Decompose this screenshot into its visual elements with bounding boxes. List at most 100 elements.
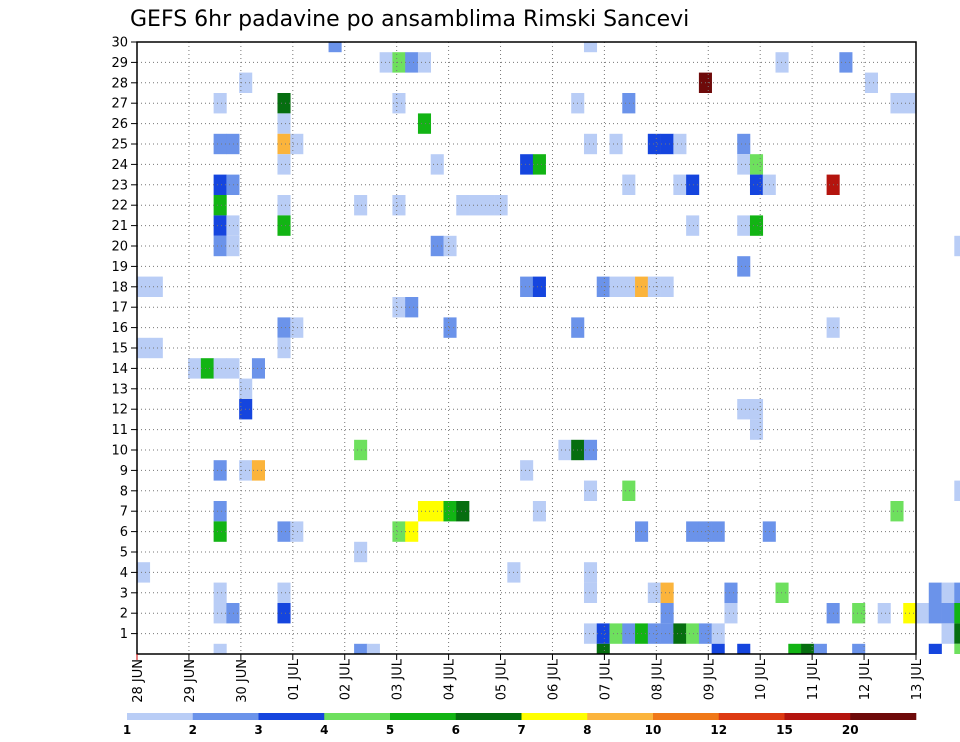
colorbar-label: 4 — [320, 723, 328, 737]
heatmap-cell — [137, 562, 151, 583]
heatmap-cell — [609, 133, 623, 155]
heatmap-cell — [647, 623, 661, 644]
grid-lines — [137, 41, 916, 654]
heatmap-cell — [749, 154, 764, 175]
heatmap-cell — [213, 235, 227, 257]
y-tick-label: 17 — [111, 301, 128, 316]
colorbar-label: 8 — [583, 723, 591, 737]
heatmap-cell — [737, 643, 751, 654]
colorbar-label: 3 — [254, 723, 262, 737]
heatmap-cell — [954, 643, 960, 654]
heatmap-cell — [622, 623, 636, 644]
heatmap-cell — [622, 480, 636, 501]
heatmap-cell — [417, 113, 432, 134]
heatmap-cell — [277, 113, 291, 134]
y-tick-label: 21 — [111, 219, 128, 234]
colorbar-swatch — [390, 713, 457, 720]
heatmap-cell — [737, 256, 751, 277]
y-tick-label: 30 — [111, 36, 128, 51]
heatmap-cell — [366, 643, 380, 654]
x-tick-label: 08 JUL — [650, 658, 665, 700]
heatmap-cell — [137, 276, 151, 297]
heatmap-cell — [954, 623, 960, 644]
y-tick-label: 12 — [111, 403, 128, 418]
heatmap-cell — [583, 562, 598, 583]
x-tick-label: 09 JUL — [702, 658, 717, 700]
heatmap-cell — [941, 623, 955, 644]
y-tick-label: 1 — [120, 627, 128, 642]
y-tick-label: 19 — [111, 260, 128, 275]
heatmap-cell — [622, 174, 636, 195]
colorbar-swatch — [784, 713, 851, 720]
heatmap-cell — [277, 215, 291, 236]
heatmap-cell — [954, 582, 960, 603]
heatmap-cell — [481, 195, 495, 216]
heatmap-cell — [213, 195, 227, 216]
x-tick-label: 12 JUL — [858, 658, 873, 700]
x-axis: 28 JUN 29 JUN 30 JUN 01 JUL 02 JUL 03 JUL 04 J… — [131, 654, 925, 703]
heatmap-cell — [737, 154, 751, 175]
heatmap-cell — [954, 235, 960, 257]
heatmap-cell — [277, 154, 291, 175]
heatmap-cell — [583, 582, 598, 603]
colorbar-label: 2 — [189, 723, 197, 737]
heatmap-cell — [213, 460, 227, 481]
y-tick-label: 3 — [120, 586, 128, 601]
heatmap-cell — [149, 276, 163, 297]
heatmap-cell — [226, 358, 240, 379]
heatmap-cell — [456, 501, 470, 522]
heatmap-cell — [405, 297, 419, 318]
heatmap-cell — [392, 521, 406, 542]
heatmap-cell — [226, 235, 240, 257]
heatmap-cell — [583, 439, 598, 461]
heatmap-cell — [328, 42, 342, 53]
y-tick-label: 27 — [111, 97, 128, 112]
heatmap-cell — [520, 276, 534, 297]
heatmap-cell — [213, 133, 227, 155]
x-tick-label: 02 JUL — [339, 658, 354, 700]
colorbar-label: 6 — [452, 723, 460, 737]
heatmap-cell — [686, 174, 700, 195]
colorbar-label: 10 — [645, 723, 662, 737]
colorbar-swatch — [324, 713, 391, 720]
y-tick-label: 26 — [111, 117, 128, 132]
heatmap-cell — [583, 42, 598, 53]
heatmap-cell — [354, 541, 368, 563]
heatmap-cell — [596, 643, 610, 654]
heatmap-cell — [852, 643, 866, 654]
heatmap-cell — [954, 480, 960, 501]
heatmap-cell — [928, 582, 942, 603]
x-tick-label: 03 JUL — [391, 658, 406, 700]
heatmap-cell — [583, 480, 598, 501]
x-tick-label: 29 JUN — [183, 659, 198, 703]
heatmap-cell — [226, 133, 240, 155]
heatmap-cell — [456, 195, 470, 216]
heatmap-cell — [417, 501, 432, 522]
heatmap-cell — [200, 358, 214, 379]
heatmap-cell — [877, 603, 891, 624]
heatmap-cell — [277, 195, 291, 216]
heatmap-cell — [149, 337, 163, 359]
heatmap-cell — [290, 317, 304, 338]
heatmap-cell — [660, 623, 674, 644]
colorbar-swatch — [653, 713, 720, 720]
x-tick-label: 13 JUL — [910, 658, 925, 700]
heatmap-cell — [737, 133, 751, 155]
heatmap-cell — [686, 521, 700, 542]
colorbar-swatch — [127, 713, 194, 720]
y-tick-label: 20 — [111, 240, 128, 255]
heatmap-cell — [277, 93, 291, 114]
heatmap-cell — [213, 603, 227, 624]
heatmap-cell — [609, 276, 623, 297]
heatmap-cell — [213, 582, 227, 603]
colorbar-label: 5 — [386, 723, 394, 737]
y-axis: 1234567891011121314151617181920212223242… — [111, 36, 137, 642]
data-cells — [137, 42, 960, 654]
heatmap-cell — [290, 133, 304, 155]
heatmap-cell — [711, 521, 725, 542]
heatmap-cell — [724, 582, 738, 603]
x-tick-label: 06 JUL — [546, 658, 561, 700]
chart-title: GEFS 6hr padavine po ansamblima Rimski S… — [130, 7, 689, 32]
heatmap-cell — [609, 623, 623, 644]
heatmap-cell — [213, 174, 227, 195]
